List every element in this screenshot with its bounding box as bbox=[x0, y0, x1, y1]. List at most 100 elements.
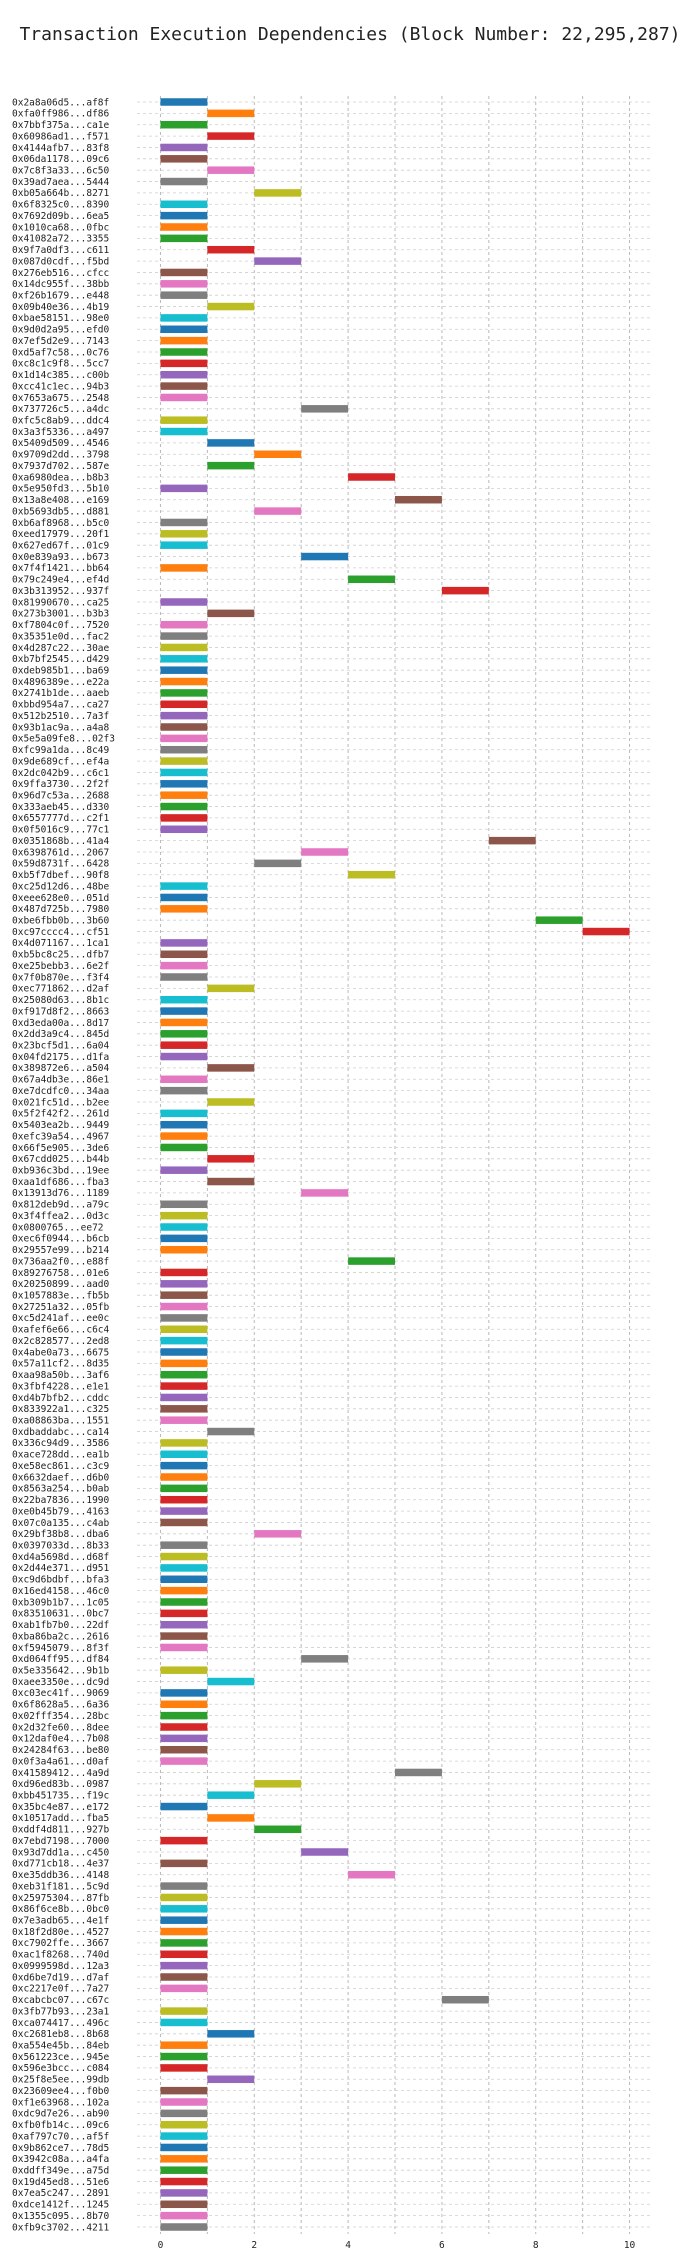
transaction-bar bbox=[254, 1530, 302, 1538]
transaction-bar bbox=[254, 859, 302, 868]
transaction-bar bbox=[160, 211, 208, 220]
transaction-label: 0x0e839a93...b673 bbox=[12, 552, 109, 563]
transaction-label: 0x41082a72...3355 bbox=[12, 234, 109, 245]
transaction-bar bbox=[160, 1916, 208, 1924]
transaction-label: 0xeee628e0...051d bbox=[12, 893, 109, 904]
transaction-bar bbox=[160, 757, 208, 765]
transaction-label: 0x2dc042b9...c6c1 bbox=[12, 768, 110, 779]
transaction-bar bbox=[160, 689, 208, 697]
transaction-bar bbox=[160, 2177, 208, 2186]
transaction-bar bbox=[160, 120, 208, 129]
transaction-bar bbox=[160, 1359, 208, 1368]
transaction-bar bbox=[441, 586, 489, 595]
transaction-bar bbox=[160, 2086, 208, 2095]
transaction-label: 0x6557777d...c2f1 bbox=[12, 813, 110, 824]
transaction-label: 0x20250899...aad0 bbox=[12, 1279, 110, 1290]
transaction-label: 0x41589412...4a9d bbox=[12, 1768, 109, 1779]
transaction-bar bbox=[160, 1405, 208, 1413]
transaction-bar bbox=[348, 870, 395, 879]
transaction-bar bbox=[254, 450, 302, 459]
transaction-bar bbox=[160, 484, 208, 493]
transaction-label: 0x59d8731f...6428 bbox=[12, 859, 110, 870]
transaction-bar bbox=[160, 416, 208, 424]
transaction-bar bbox=[160, 2018, 208, 2027]
transaction-label: 0x83510631...0bc7 bbox=[12, 1609, 109, 1620]
transaction-label: 0x561223ce...945e bbox=[12, 2052, 110, 2063]
transaction-bar bbox=[160, 155, 208, 163]
transaction-label: 0x0999598d...12a3 bbox=[12, 1961, 109, 1972]
transaction-bar bbox=[160, 1280, 208, 1288]
transaction-label: 0x2dd3a9c4...845d bbox=[12, 1029, 109, 1040]
transaction-bar bbox=[160, 1939, 208, 1947]
transaction-label: 0x9d0d2a95...efd0 bbox=[12, 325, 110, 336]
transaction-label: 0xaee3350e...dc9d bbox=[12, 1677, 109, 1688]
transaction-label: 0x3f4ffea2...0d3c bbox=[12, 1211, 109, 1222]
transaction-label: 0xefc39a54...4967 bbox=[12, 1131, 109, 1142]
transaction-label: 0x2741b1de...aaeb bbox=[12, 688, 110, 699]
transaction-bar bbox=[160, 1245, 208, 1254]
transaction-bar bbox=[160, 882, 208, 890]
transaction-bar bbox=[160, 1370, 208, 1379]
transaction-label: 0x487d725b...7980 bbox=[12, 904, 110, 915]
transaction-bar bbox=[160, 2098, 208, 2106]
transaction-bar bbox=[160, 802, 208, 811]
transaction-label: 0x19d45ed8...51e6 bbox=[12, 2177, 110, 2188]
transaction-bar bbox=[160, 1211, 208, 1220]
transaction-label: 0x7653a675...2548 bbox=[12, 393, 110, 404]
transaction-label: 0xc5d241af...ee0c bbox=[12, 1313, 109, 1324]
transaction-bar bbox=[254, 1780, 302, 1788]
transaction-bar bbox=[160, 2223, 208, 2231]
transaction-label: 0x35351e0d...fac2 bbox=[12, 631, 109, 642]
transaction-bar bbox=[160, 995, 208, 1004]
transaction-label: 0xba86ba2c...2616 bbox=[12, 1631, 110, 1642]
transaction-bar bbox=[160, 518, 208, 527]
transaction-bar bbox=[207, 984, 255, 993]
transaction-bar bbox=[488, 836, 536, 845]
transaction-bar bbox=[207, 1064, 255, 1072]
transaction-bar bbox=[160, 1052, 208, 1061]
transaction-label: 0xd4a5698d...d68f bbox=[12, 1552, 109, 1563]
transaction-bar bbox=[160, 234, 208, 243]
transaction-label: 0x60986ad1...f571 bbox=[12, 131, 110, 142]
transaction-label: 0x9ffa3730...2f2f bbox=[12, 779, 109, 790]
transaction-label: 0xc2217e0f...7a27 bbox=[12, 1984, 109, 1995]
transaction-label: 0xd3eda00a...8d17 bbox=[12, 1018, 109, 1029]
transaction-label: 0xa554e45b...84eb bbox=[12, 2040, 110, 2051]
transaction-bar bbox=[207, 245, 255, 254]
transaction-label: 0x4d071167...1ca1 bbox=[12, 938, 110, 949]
transaction-bar bbox=[160, 291, 208, 299]
transaction-bar bbox=[160, 1234, 208, 1243]
transaction-label: 0x93b1ac9a...a4a8 bbox=[12, 722, 110, 733]
transaction-label: 0x2a8a06d5...af8f bbox=[12, 97, 109, 108]
transaction-bar bbox=[160, 1382, 208, 1390]
transaction-bar bbox=[301, 848, 349, 856]
transaction-label: 0x736aa2f0...e88f bbox=[12, 1256, 109, 1267]
transaction-label: 0x6f8325c0...8390 bbox=[12, 200, 110, 211]
transaction-label: 0xfa0ff986...df86 bbox=[12, 109, 110, 120]
transaction-label: 0x67a4db3e...86e1 bbox=[12, 1075, 110, 1086]
transaction-bar bbox=[160, 1223, 208, 1231]
transaction-bar bbox=[160, 280, 208, 288]
transaction-label: 0x14dc955f...38bb bbox=[12, 279, 110, 290]
transaction-label: 0xc9d6bdbf...bfa3 bbox=[12, 1575, 109, 1586]
transaction-bar bbox=[160, 370, 208, 379]
transaction-bar bbox=[160, 1575, 208, 1584]
transaction-bar bbox=[254, 257, 302, 265]
transaction-bar bbox=[160, 1745, 208, 1754]
transaction-label: 0x79c249e4...ef4d bbox=[12, 575, 109, 586]
transaction-label: 0xd064ff95...df84 bbox=[12, 1654, 110, 1665]
transaction-label: 0xd5af7c58...0c76 bbox=[12, 347, 110, 358]
transaction-label: 0x7ef5d2e9...7143 bbox=[12, 336, 109, 347]
transaction-bar bbox=[160, 598, 208, 606]
transaction-label: 0x7692d09b...6ea5 bbox=[12, 211, 109, 222]
transaction-bar bbox=[160, 1484, 208, 1493]
transaction-label: 0x35bc4e87...e172 bbox=[12, 1802, 109, 1813]
transaction-label: 0xb6af8968...b5c0 bbox=[12, 518, 110, 529]
transaction-label: 0x7ea5c247...2891 bbox=[12, 2188, 110, 2199]
transaction-bar bbox=[160, 2211, 208, 2220]
x-tick-labels: 0 2 4 6 8 10 bbox=[158, 2240, 636, 2251]
transaction-label: 0xca074417...496c bbox=[12, 2018, 109, 2029]
transaction-bar bbox=[160, 961, 208, 970]
transaction-label: 0x7bbf375a...ca1e bbox=[12, 120, 110, 131]
transaction-bar bbox=[160, 1802, 208, 1811]
